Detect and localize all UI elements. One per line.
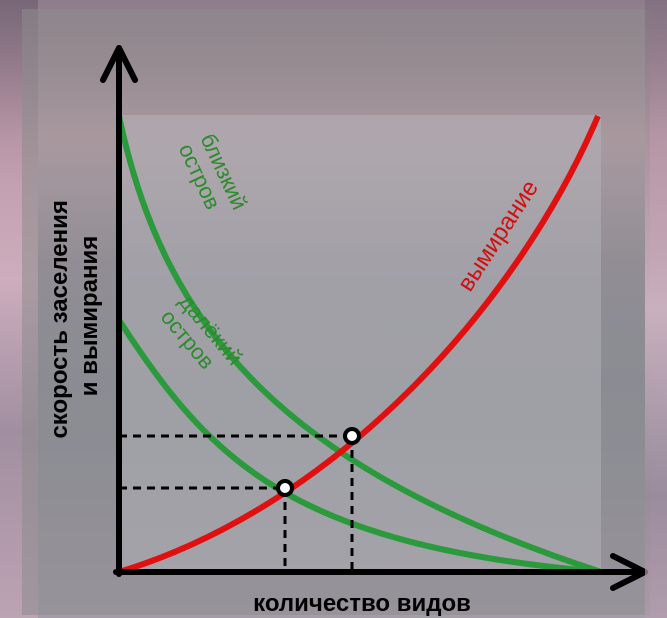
axes [100, 45, 648, 591]
extinction-curve [118, 114, 601, 575]
far-equilibrium-point [276, 479, 294, 497]
near-island-curve [116, 115, 602, 575]
diagram-panel [22, 9, 650, 615]
near-equilibrium-point [343, 427, 361, 445]
plot-area [118, 115, 601, 573]
x-axis-label: количество видов [253, 590, 471, 617]
near-island-label: близкий остров [174, 130, 255, 230]
y-axis-label: скорость заселения и вымирания [46, 193, 103, 438]
extinction-label: вымирание [452, 175, 544, 296]
y-axis-arrowhead [100, 45, 138, 83]
far-island-label: далёкий остров [156, 289, 252, 390]
equilibrium-guides [119, 434, 354, 572]
